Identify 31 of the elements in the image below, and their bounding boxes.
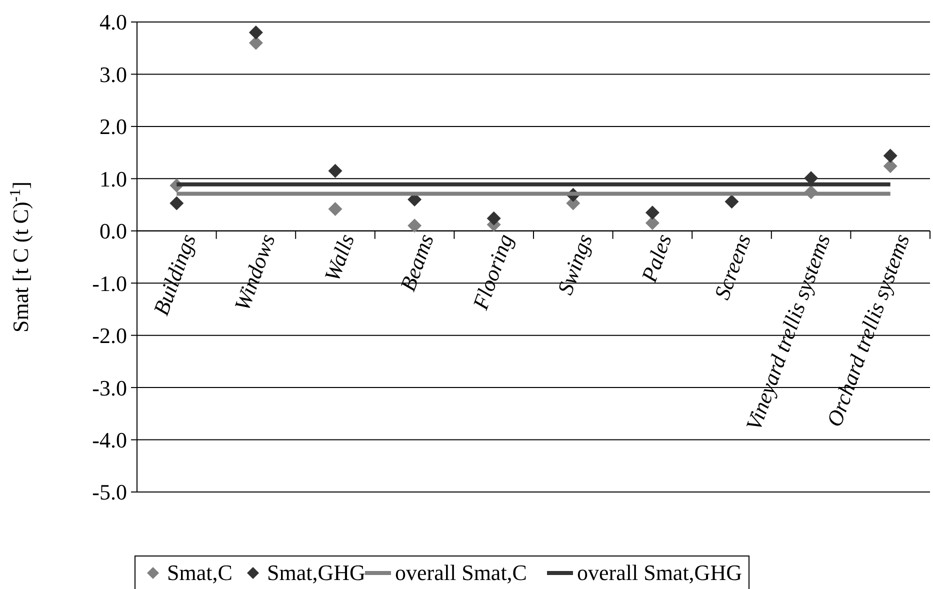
y-tick-label: 2.0 [100,114,127,140]
x-tick-label: Walls [319,230,360,284]
point [248,36,263,50]
x-tick-label: Swings [552,230,598,298]
point [645,206,660,220]
point [408,218,422,233]
x-tick-label: Screens [709,230,756,303]
y-tick-label: -3.0 [92,375,127,400]
y-tick-label: -2.0 [92,323,127,348]
y-tick-label: -5.0 [92,480,127,505]
y-tick-label: 4.0 [100,10,127,35]
point [883,159,898,174]
y-tick-label: 0.0 [100,218,127,244]
y-tick-label: 1.0 [100,166,127,192]
point [248,25,263,40]
point [170,196,184,210]
point [486,211,501,226]
y-tick-label: -4.0 [92,427,127,452]
point [328,202,342,216]
legend-label: overall Smat,GHG [577,560,742,585]
point [328,164,342,178]
point [724,194,739,209]
legend-label: Smat,C [167,560,232,585]
x-tick-label: Pales [636,230,676,286]
y-tick-label: -1.0 [92,270,127,296]
legend-label: overall Smat,C [395,560,527,585]
point [883,148,898,163]
point [645,216,660,230]
y-tick-label: 3.0 [100,62,127,87]
legend-label: Smat,GHG [267,560,366,585]
x-tick-label: Beams [394,230,438,294]
